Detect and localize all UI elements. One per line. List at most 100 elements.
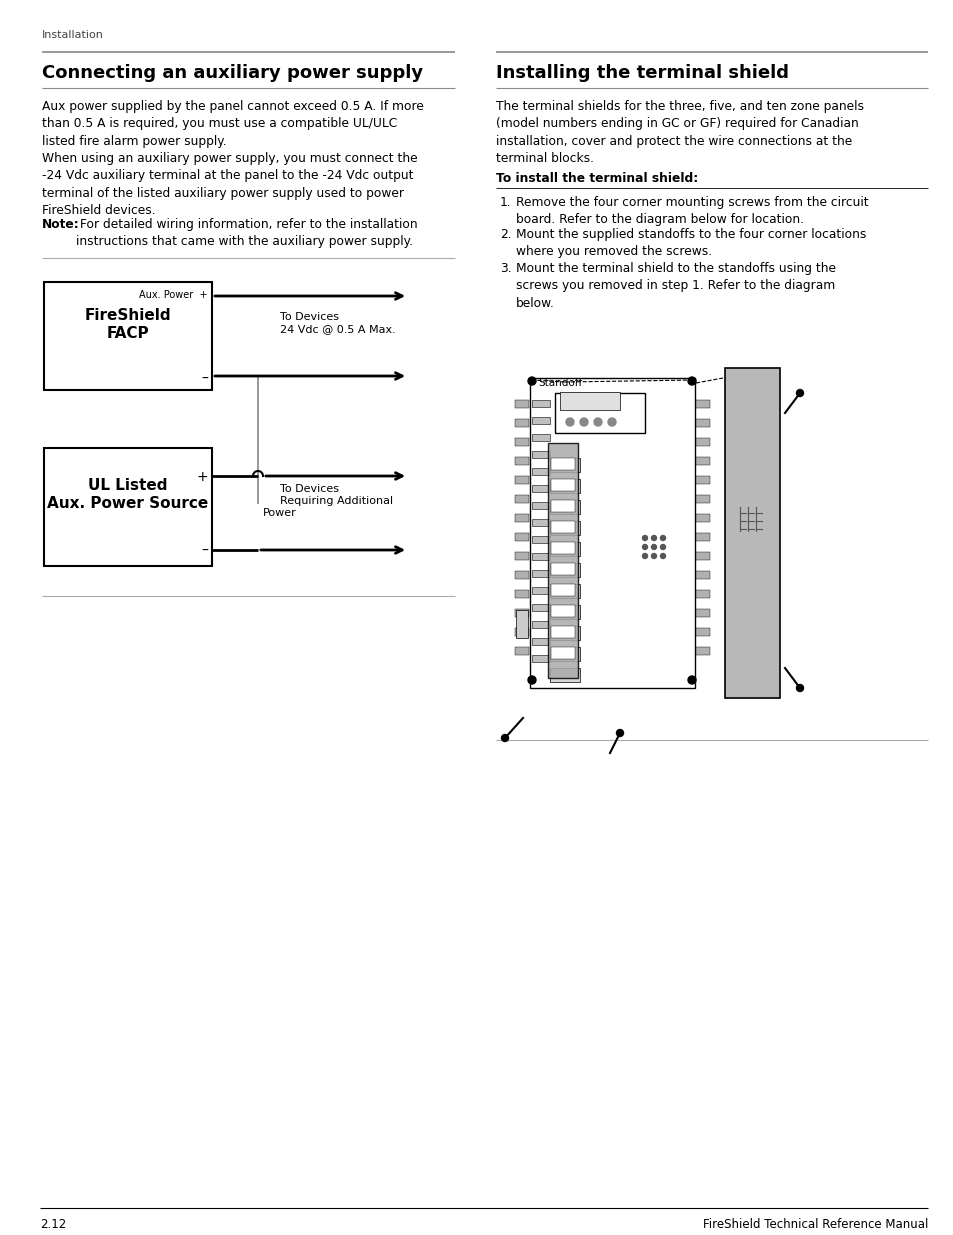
Bar xyxy=(550,647,579,661)
Circle shape xyxy=(659,553,665,558)
Bar xyxy=(551,500,575,513)
Bar xyxy=(532,485,550,492)
Text: Power: Power xyxy=(263,508,296,517)
Bar xyxy=(696,647,709,655)
Circle shape xyxy=(579,417,587,426)
Bar xyxy=(696,457,709,466)
Bar xyxy=(696,495,709,503)
Text: To Devices: To Devices xyxy=(280,484,338,494)
Bar xyxy=(532,519,550,526)
Text: FireShield: FireShield xyxy=(85,308,172,324)
Bar xyxy=(551,479,575,492)
Bar xyxy=(696,609,709,618)
Text: 2.12: 2.12 xyxy=(40,1218,66,1231)
Bar xyxy=(532,553,550,559)
Text: Requiring Additional: Requiring Additional xyxy=(280,496,393,506)
Bar xyxy=(696,438,709,446)
Bar xyxy=(515,571,529,579)
Bar xyxy=(515,609,529,618)
Text: Aux power supplied by the panel cannot exceed 0.5 A. If more
than 0.5 A is requi: Aux power supplied by the panel cannot e… xyxy=(42,100,423,148)
Bar xyxy=(551,647,575,659)
Bar xyxy=(550,626,579,640)
Bar xyxy=(696,514,709,522)
Circle shape xyxy=(527,676,536,684)
Bar xyxy=(515,475,529,484)
Text: Connecting an auxiliary power supply: Connecting an auxiliary power supply xyxy=(42,64,423,82)
Circle shape xyxy=(641,545,647,550)
Circle shape xyxy=(565,417,574,426)
Bar xyxy=(559,391,619,410)
Bar xyxy=(696,400,709,408)
Bar xyxy=(551,542,575,555)
Circle shape xyxy=(651,536,656,541)
Bar xyxy=(515,400,529,408)
Text: Standoff: Standoff xyxy=(537,378,581,388)
Bar xyxy=(551,584,575,597)
Bar xyxy=(532,571,550,577)
Text: FACP: FACP xyxy=(107,326,150,341)
Bar xyxy=(532,400,550,408)
Bar xyxy=(696,552,709,559)
Text: 24 Vdc @ 0.5 A Max.: 24 Vdc @ 0.5 A Max. xyxy=(280,324,395,333)
Bar xyxy=(515,495,529,503)
Circle shape xyxy=(651,545,656,550)
Text: Installing the terminal shield: Installing the terminal shield xyxy=(496,64,788,82)
Text: Note:: Note: xyxy=(42,219,80,231)
Bar xyxy=(515,457,529,466)
Circle shape xyxy=(641,553,647,558)
Bar xyxy=(551,563,575,576)
Bar xyxy=(532,621,550,629)
Bar xyxy=(550,542,579,556)
Bar xyxy=(551,605,575,618)
Bar xyxy=(551,458,575,471)
Text: 2.: 2. xyxy=(499,228,511,241)
Bar xyxy=(532,451,550,458)
Bar xyxy=(550,584,579,598)
Circle shape xyxy=(594,417,601,426)
Circle shape xyxy=(641,536,647,541)
Text: 3.: 3. xyxy=(499,262,511,275)
Text: –: – xyxy=(201,372,208,387)
Bar xyxy=(551,521,575,534)
Bar xyxy=(550,521,579,535)
Bar xyxy=(515,647,529,655)
Bar xyxy=(515,514,529,522)
Bar xyxy=(532,501,550,509)
Circle shape xyxy=(659,545,665,550)
Bar xyxy=(547,443,578,678)
Circle shape xyxy=(501,735,508,741)
Text: For detailed wiring information, refer to the installation
instructions that cam: For detailed wiring information, refer t… xyxy=(76,219,417,248)
Text: 1.: 1. xyxy=(499,196,511,209)
Text: Remove the four corner mounting screws from the circuit
board. Refer to the diag: Remove the four corner mounting screws f… xyxy=(516,196,868,226)
Bar xyxy=(532,604,550,611)
Bar xyxy=(532,587,550,594)
Text: UL Listed: UL Listed xyxy=(89,478,168,493)
Bar xyxy=(550,479,579,493)
Bar xyxy=(44,448,212,566)
Circle shape xyxy=(651,553,656,558)
Text: Aux. Power  +: Aux. Power + xyxy=(139,290,208,300)
Bar xyxy=(696,475,709,484)
Bar xyxy=(550,563,579,577)
Text: Mount the terminal shield to the standoffs using the
screws you removed in step : Mount the terminal shield to the standof… xyxy=(516,262,835,310)
Text: FireShield Technical Reference Manual: FireShield Technical Reference Manual xyxy=(702,1218,927,1231)
Bar xyxy=(696,571,709,579)
Bar xyxy=(724,368,780,698)
Bar xyxy=(515,629,529,636)
Bar xyxy=(696,629,709,636)
Circle shape xyxy=(659,536,665,541)
Circle shape xyxy=(607,417,616,426)
Bar xyxy=(532,433,550,441)
Bar xyxy=(532,655,550,662)
Bar xyxy=(696,534,709,541)
Bar xyxy=(551,626,575,638)
Circle shape xyxy=(616,730,623,736)
Text: Aux. Power Source: Aux. Power Source xyxy=(48,496,209,511)
Bar xyxy=(550,605,579,619)
Bar xyxy=(550,500,579,514)
Text: The terminal shields for the three, five, and ten zone panels
(model numbers end: The terminal shields for the three, five… xyxy=(496,100,863,165)
Bar xyxy=(515,419,529,427)
Bar xyxy=(515,534,529,541)
Bar xyxy=(515,438,529,446)
Text: When using an auxiliary power supply, you must connect the
-24 Vdc auxiliary ter: When using an auxiliary power supply, yo… xyxy=(42,152,417,217)
